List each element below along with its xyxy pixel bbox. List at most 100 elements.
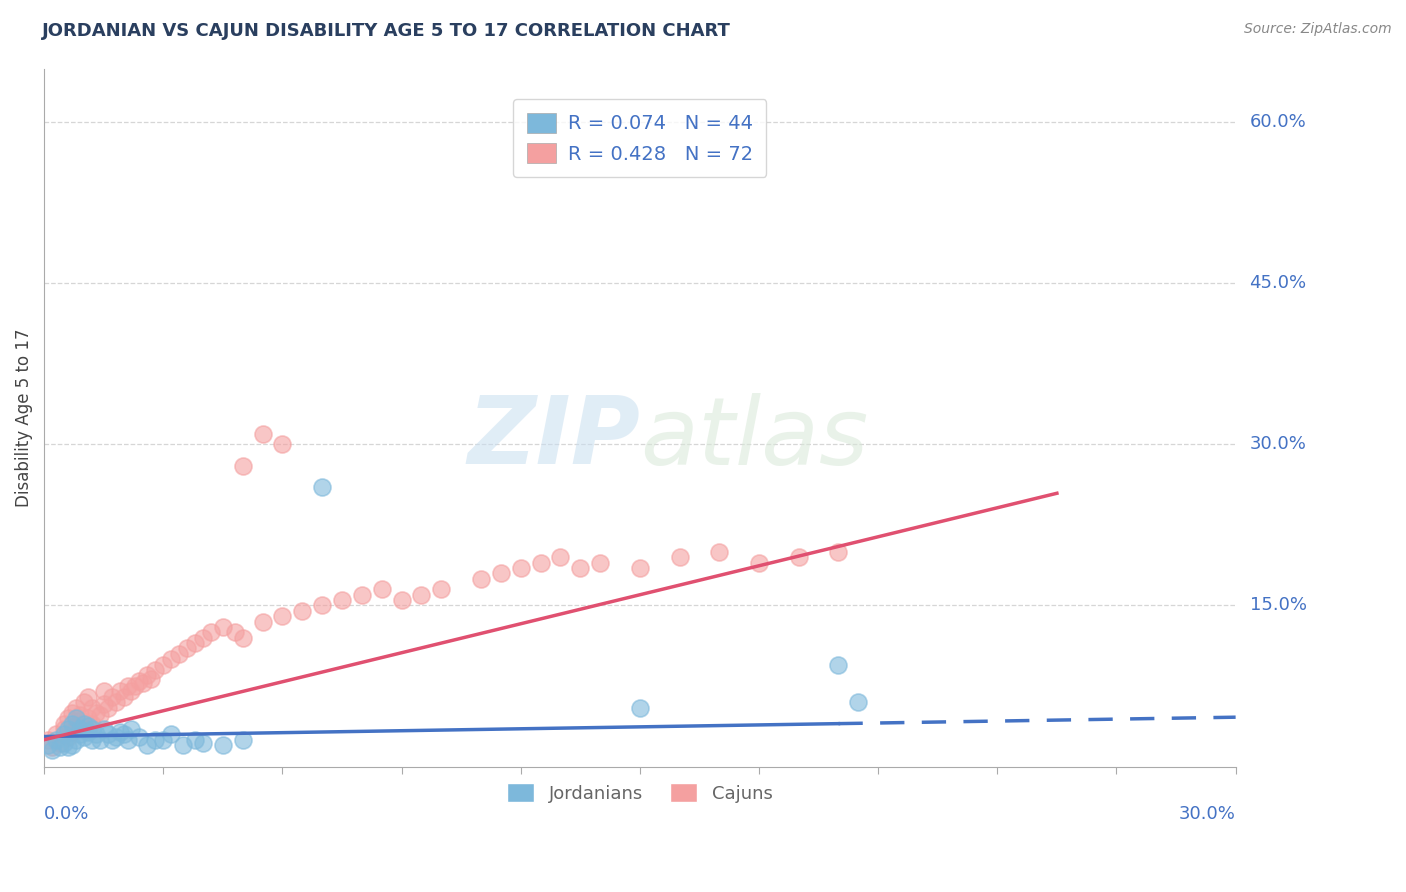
Point — [97, 727, 120, 741]
Point — [80, 722, 103, 736]
Point — [65, 711, 87, 725]
Point — [136, 738, 159, 752]
Point — [45, 732, 67, 747]
Point — [311, 599, 333, 613]
Point — [112, 727, 135, 741]
Point — [489, 566, 512, 581]
Point — [41, 740, 63, 755]
Point — [141, 672, 163, 686]
Point — [709, 545, 731, 559]
Point — [224, 625, 246, 640]
Point — [104, 730, 127, 744]
Point — [176, 641, 198, 656]
Point — [550, 550, 572, 565]
Point — [69, 714, 91, 729]
Point — [52, 727, 75, 741]
Point — [529, 556, 551, 570]
Point — [143, 663, 166, 677]
Point — [132, 675, 155, 690]
Point — [191, 631, 214, 645]
Point — [330, 593, 353, 607]
Point — [65, 700, 87, 714]
Point — [160, 652, 183, 666]
Point — [211, 620, 233, 634]
Point — [80, 700, 103, 714]
Point — [60, 738, 83, 752]
Point — [252, 615, 274, 629]
Text: 15.0%: 15.0% — [1250, 597, 1306, 615]
Point — [291, 604, 314, 618]
Point — [60, 716, 83, 731]
Point — [748, 556, 770, 570]
Point — [69, 727, 91, 741]
Point — [89, 732, 111, 747]
Point — [69, 708, 91, 723]
Point — [100, 690, 122, 704]
Point — [350, 588, 373, 602]
Point — [846, 695, 869, 709]
Point — [271, 609, 294, 624]
Point — [628, 700, 651, 714]
Point — [252, 426, 274, 441]
Point — [117, 732, 139, 747]
Point — [160, 727, 183, 741]
Text: ZIP: ZIP — [467, 392, 640, 484]
Text: JORDANIAN VS CAJUN DISABILITY AGE 5 TO 17 CORRELATION CHART: JORDANIAN VS CAJUN DISABILITY AGE 5 TO 1… — [42, 22, 731, 40]
Point — [37, 738, 59, 752]
Point — [73, 722, 96, 736]
Point — [167, 647, 190, 661]
Point — [93, 684, 115, 698]
Point — [143, 732, 166, 747]
Point — [80, 732, 103, 747]
Text: Source: ZipAtlas.com: Source: ZipAtlas.com — [1244, 22, 1392, 37]
Point — [628, 561, 651, 575]
Point — [124, 679, 146, 693]
Point — [827, 657, 849, 672]
Point — [76, 690, 98, 704]
Point — [470, 572, 492, 586]
Point — [56, 722, 79, 736]
Point — [121, 722, 143, 736]
Legend: Jordanians, Cajuns: Jordanians, Cajuns — [501, 776, 780, 810]
Point — [52, 722, 75, 736]
Text: 60.0%: 60.0% — [1250, 113, 1306, 131]
Point — [128, 673, 150, 688]
Point — [52, 716, 75, 731]
Point — [311, 480, 333, 494]
Point — [128, 730, 150, 744]
Point — [76, 725, 98, 739]
Point — [232, 732, 254, 747]
Point — [104, 695, 127, 709]
Point — [69, 722, 91, 736]
Point — [73, 716, 96, 731]
Point — [391, 593, 413, 607]
Point — [184, 732, 207, 747]
Point — [80, 716, 103, 731]
Point — [184, 636, 207, 650]
Point — [76, 711, 98, 725]
Point — [172, 738, 194, 752]
Point — [509, 561, 531, 575]
Point — [73, 695, 96, 709]
Point — [93, 722, 115, 736]
Text: 45.0%: 45.0% — [1250, 275, 1306, 293]
Point — [411, 588, 433, 602]
Point — [65, 719, 87, 733]
Point — [76, 719, 98, 733]
Point — [52, 736, 75, 750]
Point — [93, 698, 115, 712]
Point — [430, 582, 453, 597]
Point — [108, 725, 131, 739]
Point — [232, 458, 254, 473]
Point — [370, 582, 392, 597]
Y-axis label: Disability Age 5 to 17: Disability Age 5 to 17 — [15, 328, 32, 507]
Point — [787, 550, 810, 565]
Point — [60, 725, 83, 739]
Text: atlas: atlas — [640, 393, 868, 484]
Point — [49, 736, 72, 750]
Point — [569, 561, 592, 575]
Point — [100, 732, 122, 747]
Point — [827, 545, 849, 559]
Point — [56, 740, 79, 755]
Point — [152, 732, 174, 747]
